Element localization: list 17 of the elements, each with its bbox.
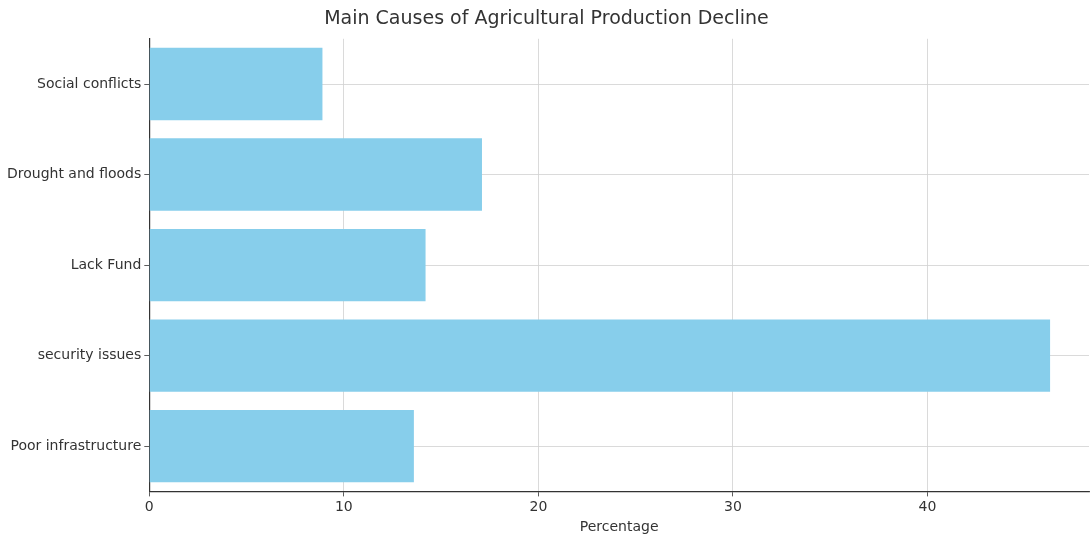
y-tick-label: Lack Fund: [70, 255, 142, 272]
x-axis-title: Percentage: [579, 518, 659, 535]
bar: [149, 409, 414, 483]
x-tick-label: 40: [918, 498, 937, 515]
bar: [149, 138, 482, 211]
y-tick-label: Drought and floods: [6, 165, 142, 182]
y-tick-label: Social conflicts: [36, 74, 142, 91]
x-tick-label: 30: [724, 498, 742, 515]
bar: [149, 47, 323, 121]
x-tick-label: 10: [334, 498, 353, 515]
y-tick-label: Poor infrastructure: [10, 436, 142, 453]
bar: [149, 228, 426, 302]
y-tick-label: security issues: [37, 346, 142, 363]
x-tick-label: 20: [529, 498, 548, 515]
bar: [149, 319, 1051, 392]
chart-title: Main Causes of Agricultural Production Decline: [324, 6, 769, 29]
x-tick-label: 0: [144, 498, 154, 515]
